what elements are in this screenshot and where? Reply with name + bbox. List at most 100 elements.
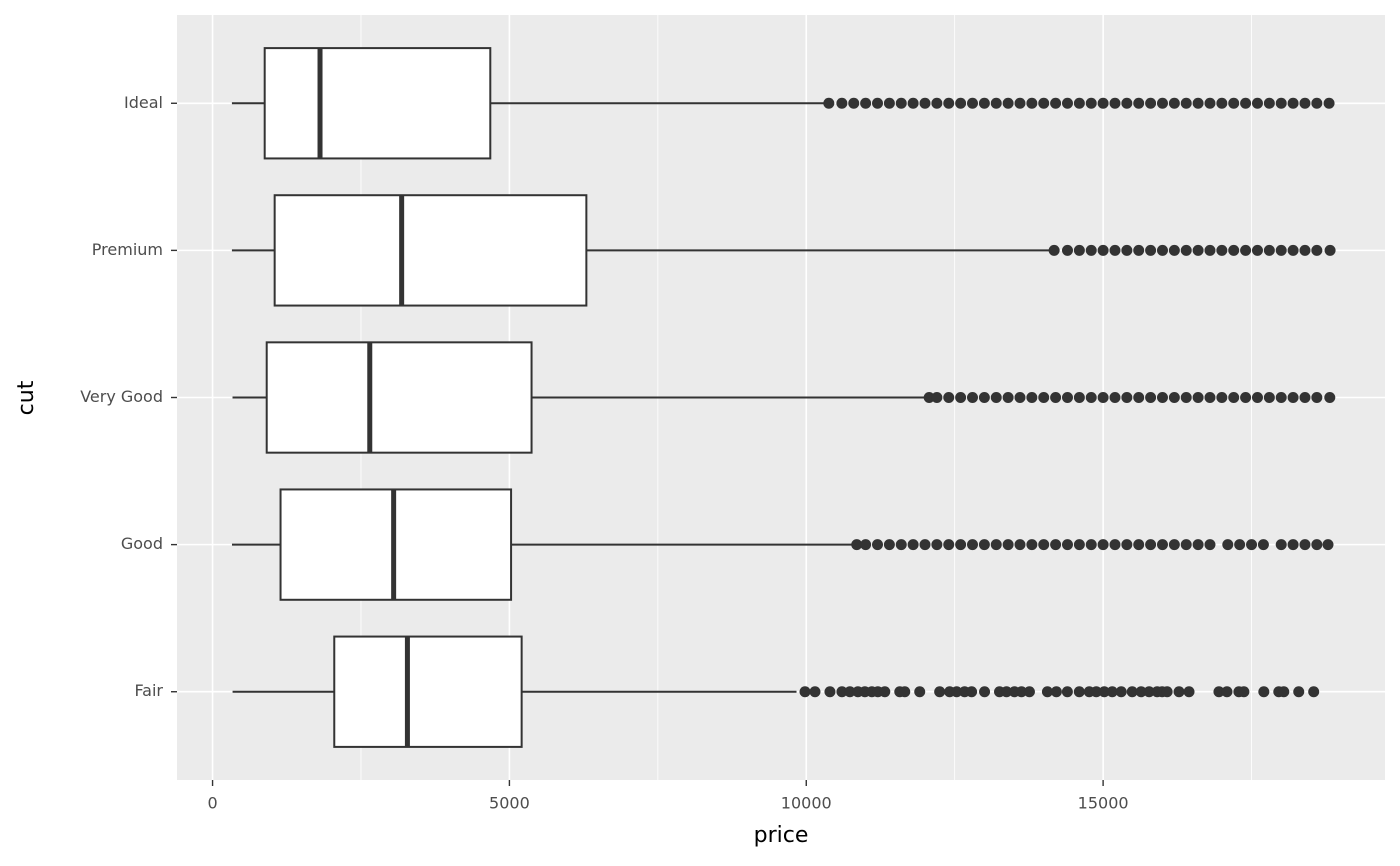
outlier	[907, 97, 919, 109]
outlier	[1026, 97, 1038, 109]
outlier	[978, 539, 990, 551]
box	[265, 341, 533, 454]
outlier	[1311, 97, 1323, 109]
outlier	[1324, 244, 1336, 256]
outlier	[1192, 97, 1204, 109]
outlier	[1204, 97, 1216, 109]
outlier	[1145, 97, 1157, 109]
outlier	[1222, 539, 1234, 551]
outlier	[919, 539, 931, 551]
outlier	[1275, 97, 1287, 109]
outlier	[966, 539, 978, 551]
outlier	[1299, 392, 1311, 403]
outlier	[1097, 244, 1109, 256]
outlier	[1085, 539, 1097, 551]
outlier	[990, 97, 1002, 109]
outlier	[1251, 392, 1263, 403]
outlier	[1257, 539, 1269, 551]
outlier	[1026, 392, 1038, 403]
outlier	[1293, 686, 1305, 698]
outlier	[895, 539, 907, 551]
outlier	[1240, 97, 1252, 109]
outlier	[951, 686, 963, 698]
outlier	[1183, 686, 1195, 698]
outlier	[1145, 392, 1157, 403]
outlier	[1061, 244, 1073, 256]
box	[263, 47, 492, 160]
outlier	[1278, 686, 1290, 698]
outlier	[1097, 539, 1109, 551]
outlier	[1109, 539, 1121, 551]
outlier	[1133, 97, 1145, 109]
outlier	[1097, 392, 1109, 403]
outlier	[1109, 244, 1121, 256]
outlier	[931, 539, 943, 551]
outlier	[1073, 392, 1085, 403]
outlier	[923, 392, 935, 403]
outlier	[966, 392, 978, 403]
outlier	[879, 686, 891, 698]
outlier	[955, 392, 967, 403]
outlier	[1156, 539, 1168, 551]
x-tick-label: 10000	[781, 794, 832, 813]
outlier	[943, 539, 955, 551]
outlier	[1240, 244, 1252, 256]
outlier	[1275, 392, 1287, 403]
outlier	[1115, 686, 1127, 698]
outlier	[1168, 392, 1180, 403]
outlier	[1263, 97, 1275, 109]
outlier	[1228, 392, 1240, 403]
outlier	[1156, 392, 1168, 403]
outlier	[1192, 539, 1204, 551]
outlier	[899, 686, 911, 698]
outlier	[1287, 392, 1299, 403]
outlier	[1308, 686, 1320, 698]
outlier	[979, 686, 991, 698]
outlier	[1061, 686, 1073, 698]
outlier	[1156, 97, 1168, 109]
outlier	[1038, 392, 1050, 403]
outlier	[1133, 539, 1145, 551]
y-axis-title: cut	[14, 380, 39, 415]
outlier	[1126, 686, 1138, 698]
outlier	[1050, 686, 1062, 698]
outlier	[1121, 539, 1133, 551]
outlier	[836, 97, 848, 109]
outlier	[943, 392, 955, 403]
outlier	[1263, 392, 1275, 403]
outlier	[1192, 244, 1204, 256]
box	[333, 635, 523, 748]
outlier	[1050, 97, 1062, 109]
outlier	[990, 392, 1002, 403]
outlier	[851, 539, 863, 551]
outlier	[1311, 244, 1323, 256]
y-tick-label: Premium	[92, 240, 163, 259]
outlier	[1038, 97, 1050, 109]
outlier	[1234, 539, 1246, 551]
outlier	[914, 686, 926, 698]
outlier	[1323, 97, 1335, 109]
y-tick-label: Very Good	[80, 387, 163, 406]
outlier	[1299, 539, 1311, 551]
outlier	[907, 539, 919, 551]
outlier	[1145, 539, 1157, 551]
outlier	[1061, 539, 1073, 551]
outlier	[1038, 539, 1050, 551]
outlier	[1263, 244, 1275, 256]
outlier	[1061, 392, 1073, 403]
outlier	[1133, 244, 1145, 256]
outlier	[1014, 97, 1026, 109]
outlier	[1048, 244, 1060, 256]
outlier	[836, 686, 848, 698]
outlier	[1023, 686, 1035, 698]
outlier	[955, 97, 967, 109]
outlier	[1041, 686, 1053, 698]
outlier	[919, 97, 931, 109]
outlier	[931, 392, 943, 403]
outlier	[1287, 97, 1299, 109]
outlier	[1145, 244, 1157, 256]
outlier	[1204, 392, 1216, 403]
outlier	[1275, 244, 1287, 256]
outlier	[1324, 392, 1336, 403]
outlier	[1014, 539, 1026, 551]
